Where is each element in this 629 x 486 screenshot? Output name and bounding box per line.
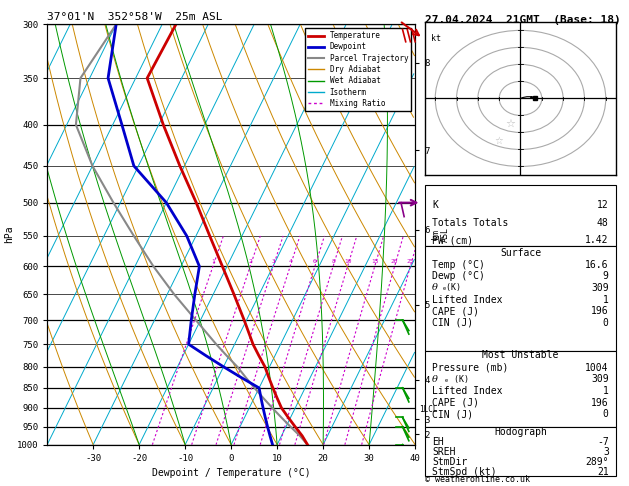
Text: 10: 10 bbox=[344, 260, 352, 264]
Text: 3: 3 bbox=[271, 260, 275, 264]
Text: StmDir: StmDir bbox=[432, 457, 467, 467]
Text: 309: 309 bbox=[591, 374, 609, 384]
Text: kt: kt bbox=[431, 34, 441, 43]
Text: ₑ (K): ₑ (K) bbox=[444, 375, 469, 383]
Text: 1: 1 bbox=[603, 295, 609, 305]
Text: © weatheronline.co.uk: © weatheronline.co.uk bbox=[425, 474, 530, 484]
Text: 0: 0 bbox=[603, 409, 609, 419]
Text: Temp (°C): Temp (°C) bbox=[432, 260, 485, 270]
Text: 8: 8 bbox=[331, 260, 335, 264]
Text: Lifted Index: Lifted Index bbox=[432, 386, 503, 396]
Text: 4: 4 bbox=[288, 260, 292, 264]
Bar bbox=[425, 351, 616, 427]
Text: 16.6: 16.6 bbox=[585, 260, 609, 270]
Text: 1004: 1004 bbox=[585, 363, 609, 372]
Text: 27.04.2024  21GMT  (Base: 18): 27.04.2024 21GMT (Base: 18) bbox=[425, 15, 620, 25]
Text: 9: 9 bbox=[603, 271, 609, 281]
Text: CAPE (J): CAPE (J) bbox=[432, 306, 479, 316]
Text: Lifted Index: Lifted Index bbox=[432, 295, 503, 305]
X-axis label: Dewpoint / Temperature (°C): Dewpoint / Temperature (°C) bbox=[152, 469, 311, 478]
Text: θ: θ bbox=[432, 283, 438, 293]
Text: 6: 6 bbox=[313, 260, 317, 264]
Text: K: K bbox=[432, 200, 438, 210]
Text: Surface: Surface bbox=[500, 248, 541, 258]
Text: CIN (J): CIN (J) bbox=[432, 318, 474, 328]
Text: Totals Totals: Totals Totals bbox=[432, 218, 509, 227]
Bar bbox=[425, 246, 616, 351]
Text: EH: EH bbox=[432, 437, 444, 447]
Text: 15: 15 bbox=[371, 260, 379, 264]
Text: 3: 3 bbox=[603, 447, 609, 457]
Text: ₑ(K): ₑ(K) bbox=[442, 283, 462, 293]
Bar bbox=[425, 185, 616, 246]
Text: 1.42: 1.42 bbox=[585, 235, 609, 245]
Text: 20: 20 bbox=[391, 260, 398, 264]
Bar bbox=[425, 427, 616, 476]
Text: ☆: ☆ bbox=[495, 136, 504, 146]
Text: -7: -7 bbox=[597, 437, 609, 447]
Text: 37°01'N  352°58'W  25m ASL: 37°01'N 352°58'W 25m ASL bbox=[47, 12, 223, 22]
Text: ☆: ☆ bbox=[505, 119, 515, 129]
Text: 196: 196 bbox=[591, 398, 609, 407]
Text: 2: 2 bbox=[248, 260, 252, 264]
Text: 21: 21 bbox=[597, 468, 609, 477]
Text: PW (cm): PW (cm) bbox=[432, 235, 474, 245]
Text: 1: 1 bbox=[211, 260, 215, 264]
Text: SREH: SREH bbox=[432, 447, 456, 457]
Text: CIN (J): CIN (J) bbox=[432, 409, 474, 419]
Text: StmSpd (kt): StmSpd (kt) bbox=[432, 468, 497, 477]
Text: Dewp (°C): Dewp (°C) bbox=[432, 271, 485, 281]
Text: 48: 48 bbox=[597, 218, 609, 227]
Text: 289°: 289° bbox=[585, 457, 609, 467]
Y-axis label: hPa: hPa bbox=[4, 226, 14, 243]
Text: θ: θ bbox=[432, 375, 438, 383]
Text: 1: 1 bbox=[603, 386, 609, 396]
Text: 309: 309 bbox=[591, 283, 609, 293]
Text: Pressure (mb): Pressure (mb) bbox=[432, 363, 509, 372]
Text: Hodograph: Hodograph bbox=[494, 427, 547, 436]
Legend: Temperature, Dewpoint, Parcel Trajectory, Dry Adiabat, Wet Adiabat, Isotherm, Mi: Temperature, Dewpoint, Parcel Trajectory… bbox=[305, 28, 411, 111]
Text: 12: 12 bbox=[597, 200, 609, 210]
Text: 1LCL: 1LCL bbox=[419, 405, 437, 415]
Text: 25: 25 bbox=[406, 260, 414, 264]
Text: 196: 196 bbox=[591, 306, 609, 316]
Text: Most Unstable: Most Unstable bbox=[482, 350, 559, 360]
Text: CAPE (J): CAPE (J) bbox=[432, 398, 479, 407]
Y-axis label: km
ASL: km ASL bbox=[431, 227, 450, 242]
Text: 0: 0 bbox=[603, 318, 609, 328]
